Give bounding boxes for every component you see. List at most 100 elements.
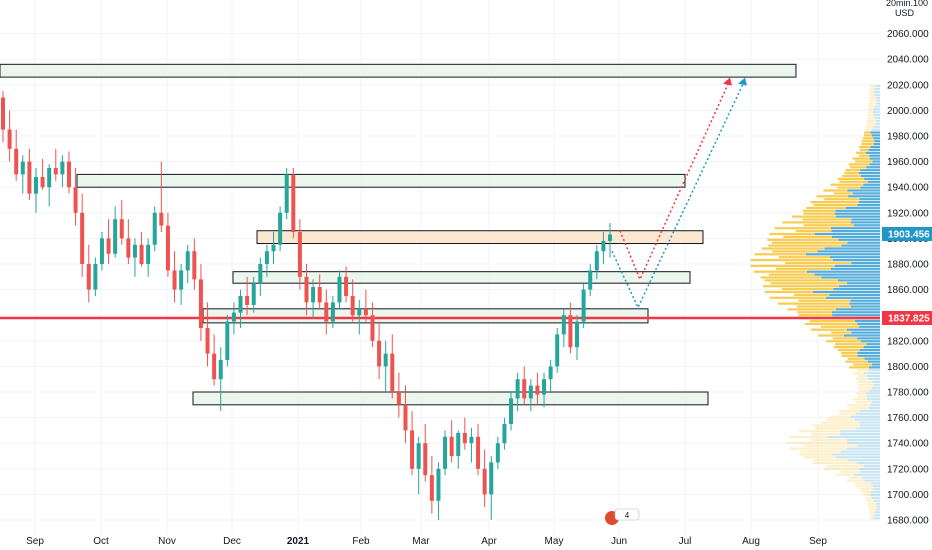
profile-bar-buy (864, 177, 880, 180)
profile-bar-buy (860, 169, 880, 172)
projection-red[interactable] (619, 79, 731, 282)
profile-bar-sell (855, 401, 872, 404)
profile-bar-sell (774, 227, 831, 230)
profile-bar-buy (838, 238, 880, 241)
profile-bar-buy (871, 128, 880, 131)
profile-bar-buy (832, 259, 880, 262)
profile-bar-sell (814, 427, 857, 430)
candle-body (495, 443, 500, 463)
profile-bar-sell (863, 493, 871, 497)
profile-bar-buy (864, 464, 880, 468)
profile-bar-sell (803, 224, 854, 227)
profile-bar-buy (872, 160, 880, 163)
profile-bar-buy (872, 386, 880, 389)
profile-bar-buy (863, 183, 880, 186)
profile-bar-sell (867, 122, 876, 125)
profile-bar-buy (856, 444, 880, 447)
profile-bar-buy (864, 372, 880, 375)
profile-bar-sell (769, 296, 826, 299)
profile-bar-sell (820, 325, 860, 328)
candle-body (462, 432, 467, 444)
candle-body (542, 379, 547, 395)
profile-bar-buy (864, 357, 880, 360)
profile-bar-buy (850, 221, 880, 224)
price-tick-label: 1720.000 (887, 464, 929, 475)
candle-body (139, 244, 144, 264)
profile-bar-buy (875, 85, 880, 88)
profile-bar-buy (840, 450, 880, 453)
profile-bar-sell (861, 143, 874, 146)
zone-1842[interactable] (202, 308, 649, 324)
candle-body (522, 379, 527, 399)
profile-bar-sell (764, 279, 838, 282)
candle-body (337, 276, 342, 303)
profile-bar-sell (844, 172, 859, 175)
candle-body (73, 187, 78, 213)
zone-1875[interactable] (232, 271, 691, 284)
candle-body (264, 251, 269, 264)
candle-body (132, 244, 137, 258)
profile-bar-buy (859, 198, 880, 201)
profile-bar-sell (861, 491, 871, 494)
profile-bar-buy (825, 296, 880, 299)
candle-body (403, 404, 408, 431)
candle-body (66, 161, 71, 188)
profile-bar-sell (867, 502, 876, 505)
profile-bar-buy (872, 111, 880, 114)
profile-bar-buy (866, 166, 880, 169)
candle-body (198, 279, 203, 328)
profile-bar-buy (873, 114, 880, 117)
profile-bar-buy (875, 119, 880, 122)
profile-bar-sell (853, 363, 872, 366)
profile-bar-buy (864, 479, 880, 482)
candle-body (152, 212, 157, 245)
profile-bar-buy (847, 441, 880, 444)
profile-bar-buy (839, 285, 880, 288)
profile-bar-sell (799, 430, 841, 433)
axis-unit-line2: USD (895, 8, 915, 18)
profile-bar-buy (876, 505, 880, 508)
price-tick-label: 1700.000 (887, 490, 929, 501)
price-axis[interactable] (880, 0, 932, 550)
profile-bar-sell (761, 247, 825, 250)
price-tick-label: 1740.000 (887, 439, 929, 450)
profile-bar-buy (868, 148, 880, 151)
profile-bar-buy (845, 206, 880, 209)
candle-body (47, 168, 52, 188)
profile-bar-sell (838, 409, 860, 412)
profile-bar-buy (831, 311, 880, 314)
zones[interactable] (0, 63, 797, 406)
profile-bar-buy (856, 412, 880, 415)
profile-bar-sell (769, 232, 815, 236)
profile-bar-buy (870, 493, 880, 497)
profile-bar-buy (843, 334, 880, 337)
candle-body (245, 296, 250, 305)
profile-bar-buy (814, 232, 880, 236)
profile-bar-buy (839, 433, 880, 436)
profile-bar-sell (861, 140, 875, 143)
profile-bar-sell (803, 212, 835, 215)
profile-bar-sell (809, 319, 855, 323)
events-badge[interactable]: 4 (605, 508, 640, 525)
zone-1945[interactable] (76, 173, 686, 188)
profile-bar-sell (778, 256, 830, 259)
zone-top[interactable] (0, 63, 797, 78)
candle-body (271, 244, 276, 252)
candle-body (502, 424, 507, 444)
zone-1900[interactable] (256, 230, 704, 245)
profile-bar-buy (861, 476, 880, 479)
profile-bar-buy (814, 273, 880, 276)
zone-1775[interactable] (192, 391, 709, 406)
profile-bar-sell (797, 311, 832, 314)
profile-bar-sell (830, 183, 864, 186)
profile-bar-buy (875, 116, 880, 120)
profile-bar-buy (833, 288, 880, 291)
projections[interactable] (611, 77, 747, 310)
profile-bar-buy (875, 96, 880, 99)
projection-blue[interactable] (611, 79, 746, 310)
profile-bar-sell (837, 348, 860, 352)
candle-body (608, 234, 612, 241)
profile-bar-buy (859, 409, 880, 412)
profile-bar-sell (852, 398, 867, 401)
